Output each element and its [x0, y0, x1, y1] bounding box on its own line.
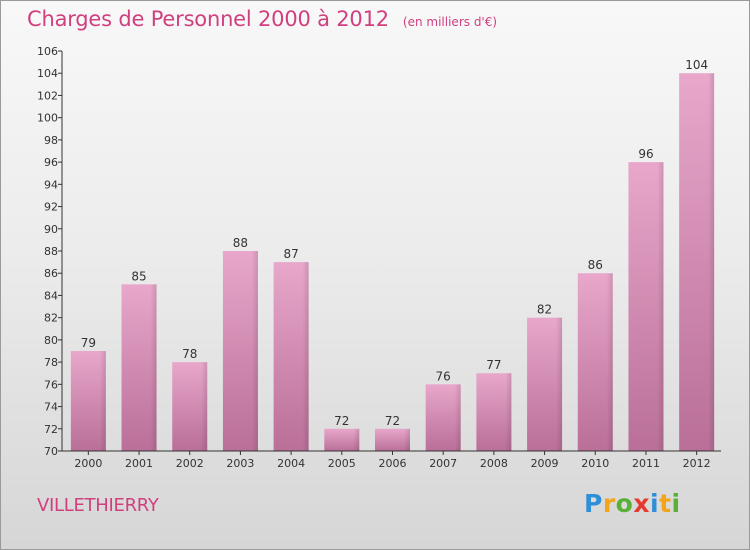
y-tick-label-94: 94	[44, 178, 58, 191]
value-label-2003: 88	[233, 236, 248, 250]
commune-name: VILLETHIERRY	[37, 495, 159, 516]
chart-subtitle: (en milliers d'€)	[402, 15, 498, 29]
value-label-2011: 96	[638, 147, 653, 161]
x-tick-label-2009: 2009	[531, 457, 559, 470]
bar-shade-2000	[99, 351, 106, 451]
bar-shade-2004	[302, 262, 309, 451]
y-tick-label-102: 102	[37, 89, 58, 102]
value-label-2012: 104	[685, 58, 708, 72]
chart-title: Charges de Personnel 2000 à 2012	[27, 7, 389, 31]
x-tick-label-2003: 2003	[226, 457, 254, 470]
x-tick-label-2006: 2006	[379, 457, 407, 470]
x-tick-label-2008: 2008	[480, 457, 508, 470]
x-tick-label-2011: 2011	[632, 457, 660, 470]
logo-letter: i	[671, 489, 681, 518]
x-tick-label-2001: 2001	[125, 457, 153, 470]
logo-letter: o	[615, 489, 634, 518]
y-tick-label-86: 86	[44, 267, 58, 280]
y-tick-label-80: 80	[44, 334, 58, 347]
y-tick-label-76: 76	[44, 378, 58, 391]
y-tick-label-74: 74	[44, 401, 58, 414]
bar-shade-2008	[505, 373, 512, 451]
bar-shade-2002	[201, 362, 208, 451]
x-tick-label-2012: 2012	[683, 457, 711, 470]
value-label-2006: 72	[385, 414, 400, 428]
logo-letter: i	[650, 489, 660, 518]
logo-letter: P	[584, 489, 603, 518]
y-tick-label-84: 84	[44, 289, 58, 302]
y-tick-label-98: 98	[44, 134, 58, 147]
proxiti-logo[interactable]: Proxiti	[584, 489, 681, 518]
y-tick-label-96: 96	[44, 156, 58, 169]
y-tick-label-104: 104	[37, 67, 58, 80]
bar-shade-2007	[454, 384, 461, 451]
y-tick-label-90: 90	[44, 223, 58, 236]
y-tick-label-78: 78	[44, 356, 58, 369]
x-tick-label-2010: 2010	[581, 457, 609, 470]
x-tick-label-2005: 2005	[328, 457, 356, 470]
y-tick-label-82: 82	[44, 312, 58, 325]
x-tick-label-2004: 2004	[277, 457, 305, 470]
value-label-2005: 72	[334, 414, 349, 428]
axes-layer: 2000 2001 2002 2003 2004 2005 2006 2007 2008 2009…	[37, 45, 721, 470]
y-tick-label-100: 100	[37, 112, 58, 125]
bar-2005	[324, 428, 360, 451]
logo-letter: r	[602, 489, 616, 518]
value-label-2007: 76	[436, 369, 451, 383]
value-label-2008: 77	[486, 358, 501, 372]
value-label-2000: 79	[81, 336, 96, 350]
bar-shade-2005	[353, 428, 360, 451]
logo-letter: x	[633, 489, 650, 518]
bar-shade-2011	[657, 162, 664, 451]
bar-shade-2001	[150, 284, 157, 451]
bar-shade-2009	[556, 317, 563, 451]
y-tick-label-88: 88	[44, 245, 58, 258]
value-label-2004: 87	[283, 247, 298, 261]
y-tick-label-92: 92	[44, 201, 58, 214]
y-tick-label-70: 70	[44, 445, 58, 458]
title-row: Charges de Personnel 2000 à 2012 (en mill…	[27, 7, 497, 31]
x-tick-label-2002: 2002	[176, 457, 204, 470]
bar-shade-2006	[404, 428, 410, 451]
y-tick-label-72: 72	[44, 423, 58, 436]
value-label-2002: 78	[182, 347, 197, 361]
bars-layer: 79 85 78 88 87 72 72 76 77 82 86 96 104	[70, 58, 715, 451]
value-label-2010: 86	[588, 258, 603, 272]
y-tick-label-106: 106	[37, 45, 58, 58]
x-tick-label-2007: 2007	[429, 457, 457, 470]
value-label-2009: 82	[537, 303, 552, 317]
bar-shade-2010	[606, 273, 613, 451]
logo-letter: t	[659, 489, 672, 518]
bar-shade-2003	[251, 251, 258, 451]
value-label-2001: 85	[131, 269, 146, 283]
x-tick-label-2000: 2000	[74, 457, 102, 470]
bar-2006	[375, 428, 410, 451]
bar-shade-2012	[708, 73, 715, 451]
